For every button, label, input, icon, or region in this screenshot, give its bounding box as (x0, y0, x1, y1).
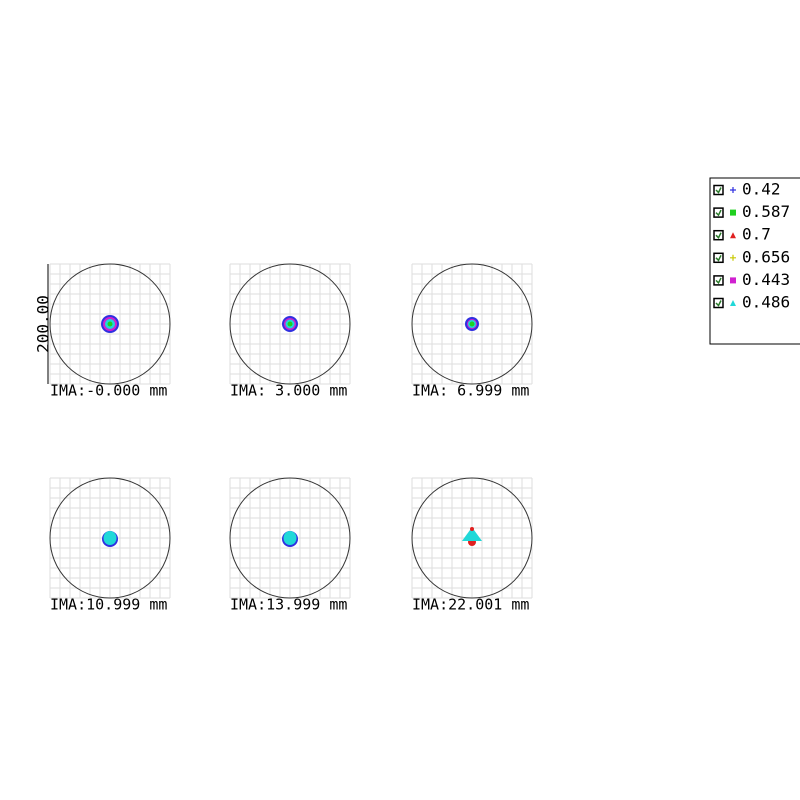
field-label: IMA:-0.000 mm (50, 382, 167, 400)
field-label: IMA:10.999 mm (50, 596, 167, 614)
legend-label: 0.443 (742, 270, 790, 289)
legend-check (715, 232, 722, 239)
legend-marker (730, 232, 736, 239)
spot (283, 531, 297, 545)
field-label: IMA: 3.000 mm (230, 382, 347, 400)
legend-checkbox (713, 297, 724, 309)
spot (107, 321, 113, 327)
field-label: IMA:13.999 mm (230, 596, 347, 614)
legend-checkbox (713, 252, 724, 264)
legend-check (715, 187, 722, 194)
legend-checkbox (713, 184, 724, 196)
spot (103, 531, 117, 545)
airy-disk (49, 263, 171, 385)
airy-disk (411, 477, 533, 599)
legend-marker (730, 187, 736, 193)
legend-label: 0.486 (742, 293, 790, 312)
legend-check (715, 300, 722, 307)
legend-check (715, 254, 722, 262)
airy-disk (229, 263, 351, 385)
airy-disk (49, 477, 171, 599)
legend-marker (730, 254, 736, 261)
legend-label: 0.42 (742, 180, 781, 199)
airy-disk (411, 263, 533, 385)
spot (469, 321, 475, 327)
legend-label: 0.656 (742, 247, 790, 266)
spot (287, 321, 293, 327)
airy-disk (229, 477, 351, 599)
legend-checkbox (713, 275, 724, 286)
legend-check (715, 277, 722, 285)
legend-checkbox (713, 229, 724, 241)
field-label: IMA: 6.999 mm (412, 382, 529, 400)
legend-label: 0.7 (742, 225, 771, 244)
field-label: IMA:22.001 mm (412, 596, 529, 614)
spot (470, 527, 474, 531)
legend-marker (730, 300, 736, 306)
legend-check (715, 209, 722, 217)
legend-marker (730, 277, 736, 284)
legend-marker (730, 209, 736, 216)
spot (462, 530, 482, 541)
legend-box (709, 177, 800, 345)
legend-checkbox (713, 207, 724, 218)
scale-label: 200.00 (34, 295, 53, 353)
legend-label: 0.587 (742, 202, 790, 221)
